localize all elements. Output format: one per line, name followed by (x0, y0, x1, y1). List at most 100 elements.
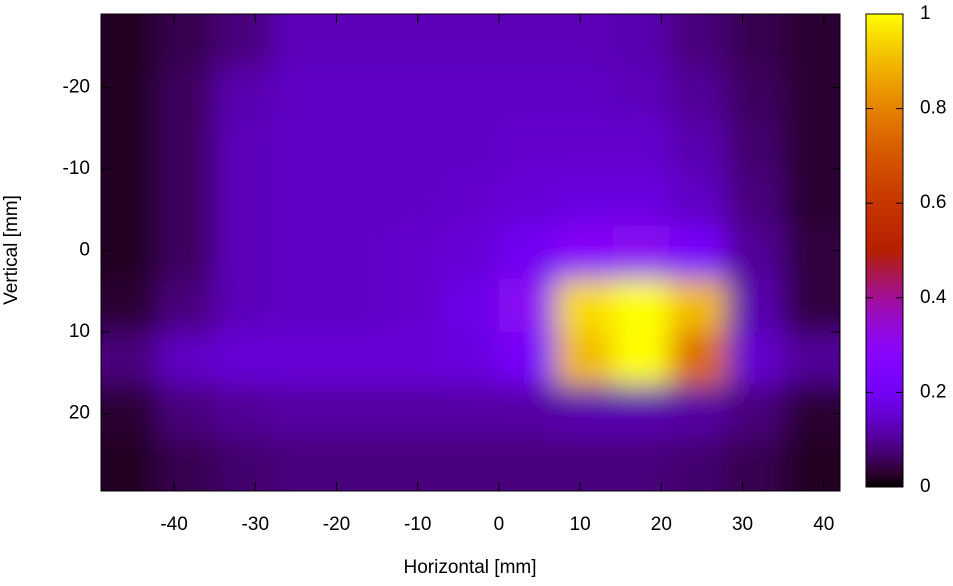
heatmap-cell (555, 14, 614, 68)
heatmap-cell (101, 67, 159, 121)
heatmap-cell (157, 173, 216, 227)
heatmap-cell (157, 14, 216, 68)
heatmap-cell (783, 438, 840, 491)
heatmap-cell (442, 385, 500, 439)
x-tick-label: 0 (494, 514, 505, 535)
heatmap-cell (214, 14, 273, 68)
heatmap-cell (101, 438, 159, 491)
heatmap-cell (726, 120, 784, 174)
heatmap-cell (783, 67, 840, 121)
heatmap-cell (442, 173, 500, 227)
heatmap-cell (442, 120, 500, 174)
heatmap-cell (271, 120, 329, 174)
heatmap-cell (328, 226, 386, 280)
x-tick-label: -20 (323, 514, 350, 535)
heatmap-cell (214, 226, 273, 280)
x-tick-label: 10 (570, 514, 591, 535)
heatmap-cell (555, 332, 614, 386)
heatmap-cell (385, 438, 443, 491)
heatmap-cell (328, 332, 386, 386)
heatmap-cell (101, 120, 159, 174)
heatmap-cell (214, 438, 273, 491)
heatmap-cell (328, 385, 386, 439)
heatmap-cell (328, 14, 386, 68)
x-tick-label: -40 (160, 514, 187, 535)
heatmap-cell (726, 173, 784, 227)
heatmap-cell (612, 279, 670, 333)
heatmap-cell (612, 14, 670, 68)
heatmap-cell (555, 120, 614, 174)
heatmap-cell (612, 438, 670, 491)
heatmap-cell (101, 173, 159, 227)
heatmap-cell (442, 226, 500, 280)
heatmap-cell (498, 173, 557, 227)
heatmap-cell (726, 226, 784, 280)
heatmap-cell (157, 438, 216, 491)
heatmap-cell (101, 385, 159, 439)
heatmap-cell (555, 385, 614, 439)
heatmap-cell (498, 279, 557, 333)
heatmap-cell (271, 173, 329, 227)
heatmap-cell (442, 438, 500, 491)
heatmap-cell (726, 14, 784, 68)
heatmap-cell (669, 385, 727, 439)
heatmap-cell (669, 120, 727, 174)
heatmap-cell (498, 14, 557, 68)
heatmap-cell (669, 14, 727, 68)
heatmap-cell (157, 67, 216, 121)
heatmap-cell (385, 173, 443, 227)
heatmap-cell (271, 438, 329, 491)
heatmap-cell (612, 120, 670, 174)
heatmap-cell (442, 67, 500, 121)
heatmap-cell (726, 279, 784, 333)
heatmap-cell (669, 67, 727, 121)
heatmap-cell (498, 438, 557, 491)
heatmap-cell (385, 226, 443, 280)
heatmap-cell (101, 279, 159, 333)
heatmap-cell (726, 332, 784, 386)
heatmap-cell (385, 332, 443, 386)
heatmap-cell (385, 14, 443, 68)
heatmap-cell (783, 14, 840, 68)
heatmap (101, 14, 840, 491)
colorbar-tick-label: 0 (920, 476, 931, 497)
heatmap-cell (214, 120, 273, 174)
heatmap-cell (555, 279, 614, 333)
heatmap-cell (498, 332, 557, 386)
heatmap-cell (157, 279, 216, 333)
heatmap-cell (726, 438, 784, 491)
heatmap-cell (385, 279, 443, 333)
heatmap-cell (669, 279, 727, 333)
heatmap-cell (498, 385, 557, 439)
heatmap-cell (498, 226, 557, 280)
y-tick-label: 10 (69, 321, 90, 342)
heatmap-cell (328, 67, 386, 121)
heatmap-cell (726, 67, 784, 121)
heatmap-cell (328, 120, 386, 174)
heatmap-cell (271, 67, 329, 121)
heatmap-cell (101, 226, 159, 280)
heatmap-cell (101, 332, 159, 386)
heatmap-cell (214, 67, 273, 121)
y-tick-label: -10 (63, 158, 90, 179)
heatmap-cell (214, 332, 273, 386)
heatmap-cell (101, 14, 159, 68)
heatmap-cell (726, 385, 784, 439)
heatmap-cell (498, 67, 557, 121)
heatmap-cell (214, 385, 273, 439)
heatmap-cell (271, 279, 329, 333)
colorbar-tick-label: 0.8 (920, 98, 946, 119)
heatmap-cell (157, 120, 216, 174)
x-tick-label: 40 (813, 514, 834, 535)
heatmap-cell (328, 173, 386, 227)
heatmap-cell (214, 173, 273, 227)
heatmap-cell (555, 226, 614, 280)
plot-frame (100, 13, 841, 492)
colorbar-tick-label: 1 (920, 3, 931, 24)
heatmap-cell (442, 332, 500, 386)
x-axis-label: Horizontal [mm] (403, 557, 536, 578)
x-tick-label: -30 (242, 514, 269, 535)
heatmap-cell (612, 226, 670, 280)
heatmap-cell (783, 279, 840, 333)
